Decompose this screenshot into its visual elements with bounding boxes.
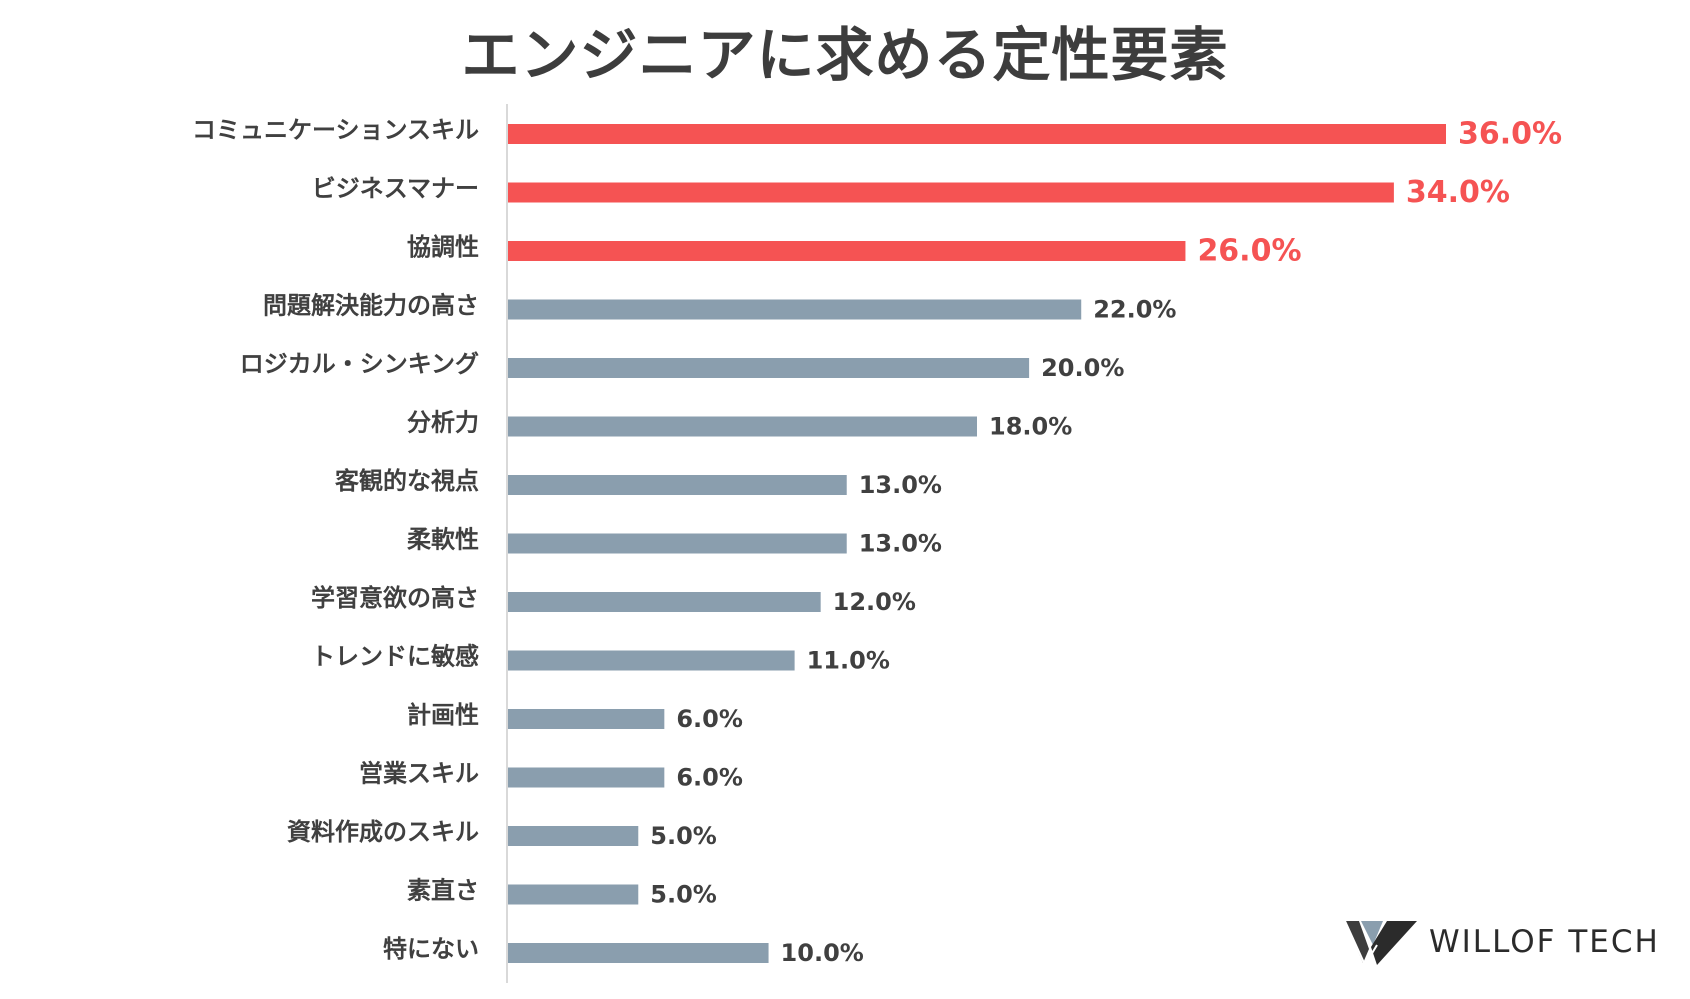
- category-label: 素直さ: [407, 877, 479, 905]
- bar: [508, 299, 1082, 320]
- category-label: 客観的な視点: [335, 467, 479, 495]
- data-label: 36.0%: [1458, 117, 1562, 152]
- category-label: 学習意欲の高さ: [311, 584, 479, 612]
- bar: [508, 826, 639, 846]
- category-label: 分析力: [407, 409, 479, 437]
- category-label: ビジネスマナー: [312, 175, 479, 203]
- data-label: 6.0%: [676, 764, 743, 792]
- data-label: 13.0%: [859, 530, 942, 558]
- category-label: 資料作成のスキル: [287, 818, 479, 846]
- data-label: 12.0%: [833, 588, 916, 616]
- bar: [508, 943, 769, 963]
- data-label: 11.0%: [807, 647, 890, 675]
- bar: [508, 533, 847, 554]
- category-label: 特にない: [383, 935, 479, 963]
- data-label: 5.0%: [650, 822, 717, 850]
- bar: [508, 241, 1186, 261]
- data-label: 10.0%: [781, 939, 864, 967]
- data-label: 26.0%: [1197, 234, 1301, 269]
- bar: [508, 650, 795, 671]
- brand-logo: WILLOF TECH: [1343, 915, 1660, 969]
- bar: [508, 709, 665, 729]
- willof-w-logo-icon: [1344, 920, 1417, 968]
- data-label: 5.0%: [650, 881, 717, 909]
- data-label: 22.0%: [1093, 296, 1176, 324]
- bar: [508, 358, 1030, 378]
- brand-name: WILLOF TECH: [1429, 924, 1660, 960]
- bar: [508, 592, 821, 612]
- data-label: 6.0%: [676, 705, 743, 733]
- bar: [508, 475, 847, 495]
- category-label: 問題解決能力の高さ: [263, 292, 479, 320]
- data-label: 13.0%: [859, 471, 942, 499]
- category-label: ロジカル・シンキング: [240, 350, 479, 378]
- category-label: 柔軟性: [407, 526, 479, 554]
- category-label: 営業スキル: [359, 760, 479, 788]
- category-label: コミュニケーションスキル: [192, 116, 479, 144]
- bar: [508, 884, 639, 905]
- category-label: トレンドに敏感: [311, 643, 479, 671]
- category-label: 協調性: [407, 233, 479, 261]
- bar: [508, 416, 977, 437]
- data-label: 34.0%: [1406, 175, 1510, 210]
- data-label: 20.0%: [1041, 354, 1124, 382]
- chart-title: エンジニアに求める定性要素: [461, 21, 1229, 89]
- data-label: 18.0%: [989, 413, 1072, 441]
- bar: [508, 182, 1394, 203]
- bar: [508, 124, 1446, 144]
- category-label: 計画性: [407, 701, 479, 729]
- bar: [508, 767, 665, 788]
